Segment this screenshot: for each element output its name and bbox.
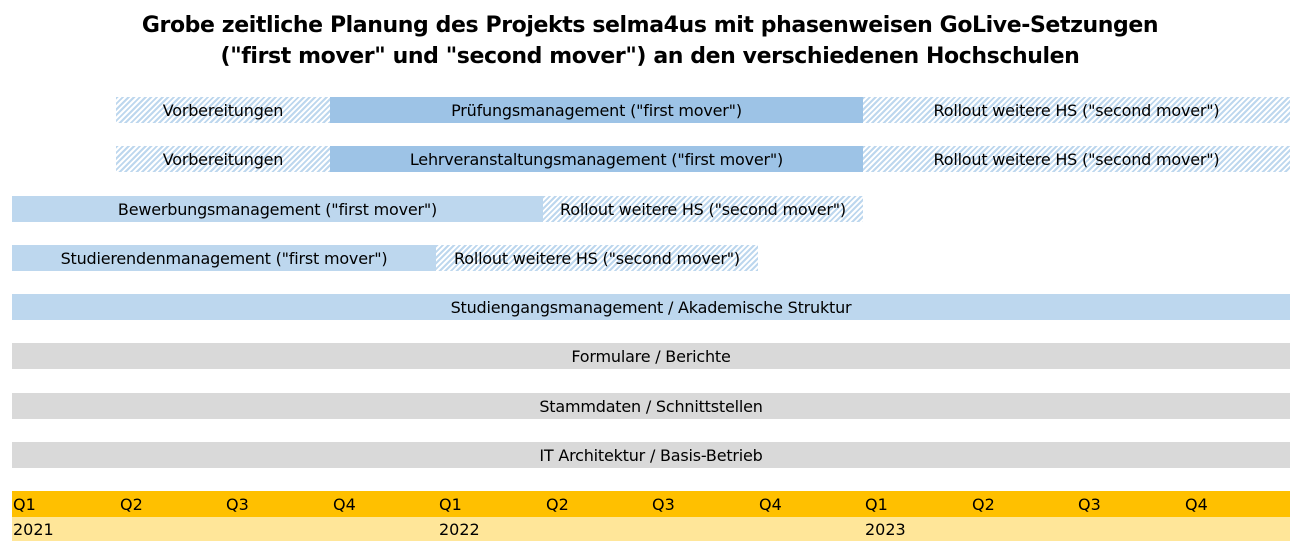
quarter-label: Q2 xyxy=(120,494,143,514)
row6-forms-reports-bar: Formulare / Berichte xyxy=(12,343,1290,369)
row2-preparation-label: Vorbereitungen xyxy=(162,149,284,169)
quarter-label: Q3 xyxy=(226,494,249,514)
quarter-label: Q3 xyxy=(1078,494,1101,514)
year-label: 2022 xyxy=(439,519,480,539)
quarter-label: Q1 xyxy=(439,494,462,514)
row3-application-management-label: Bewerbungsmanagement ("first mover") xyxy=(117,199,438,219)
row4-rollout-label: Rollout weitere HS ("second mover") xyxy=(454,248,740,268)
row3-rollout-label: Rollout weitere HS ("second mover") xyxy=(560,199,846,219)
row1-preparation-bar: Vorbereitungen xyxy=(116,97,330,123)
row7-master-data-bar: Stammdaten / Schnittstellen xyxy=(12,393,1290,419)
row4-student-management-bar: Studierendenmanagement ("first mover") xyxy=(12,245,436,271)
quarter-label: Q2 xyxy=(972,494,995,514)
row6-forms-reports-label: Formulare / Berichte xyxy=(571,346,731,366)
row5-study-program-label: Studiengangsmanagement / Akademische Str… xyxy=(450,297,852,317)
row2-rollout-label: Rollout weitere HS ("second mover") xyxy=(933,149,1220,169)
year-label: 2021 xyxy=(13,519,54,539)
row2-rollout-bar: Rollout weitere HS ("second mover") xyxy=(863,146,1290,172)
quarter-label: Q4 xyxy=(759,494,782,514)
quarter-label: Q4 xyxy=(333,494,356,514)
row1-preparation-label: Vorbereitungen xyxy=(162,100,284,120)
quarter-label: Q2 xyxy=(546,494,569,514)
row1-rollout-bar: Rollout weitere HS ("second mover") xyxy=(863,97,1290,123)
quarter-timeline: Q1 Q2 Q3 Q4 Q1 Q2 Q3 Q4 Q1 Q2 Q3 Q4 xyxy=(12,491,1290,517)
quarter-label: Q4 xyxy=(1185,494,1208,514)
row7-master-data-label: Stammdaten / Schnittstellen xyxy=(539,396,763,416)
quarter-label: Q1 xyxy=(865,494,888,514)
diagram-title: Grobe zeitliche Planung des Projekts sel… xyxy=(0,10,1300,72)
title-line-2: ("first mover" und "second mover") an de… xyxy=(220,44,1080,69)
year-label: 2023 xyxy=(865,519,906,539)
row3-rollout-bar: Rollout weitere HS ("second mover") xyxy=(543,196,863,222)
row2-course-management-bar: Lehrveranstaltungsmanagement ("first mov… xyxy=(330,146,863,172)
row1-exam-management-label: Prüfungsmanagement ("first mover") xyxy=(451,100,742,120)
quarter-label: Q1 xyxy=(13,494,36,514)
row5-study-program-bar: Studiengangsmanagement / Akademische Str… xyxy=(12,294,1290,320)
quarter-label: Q3 xyxy=(652,494,675,514)
row1-rollout-label: Rollout weitere HS ("second mover") xyxy=(933,100,1220,120)
row8-it-architecture-bar: IT Architektur / Basis-Betrieb xyxy=(12,442,1290,468)
row8-it-architecture-label: IT Architektur / Basis-Betrieb xyxy=(539,445,763,465)
row2-preparation-bar: Vorbereitungen xyxy=(116,146,330,172)
row4-rollout-bar: Rollout weitere HS ("second mover") xyxy=(436,245,758,271)
row1-exam-management-bar: Prüfungsmanagement ("first mover") xyxy=(330,97,863,123)
row3-application-management-bar: Bewerbungsmanagement ("first mover") xyxy=(12,196,543,222)
row2-course-management-label: Lehrveranstaltungsmanagement ("first mov… xyxy=(409,149,784,169)
year-timeline: 2021 2022 2023 xyxy=(12,517,1290,541)
title-line-1: Grobe zeitliche Planung des Projekts sel… xyxy=(141,13,1159,38)
row4-student-management-label: Studierendenmanagement ("first mover") xyxy=(60,248,388,268)
